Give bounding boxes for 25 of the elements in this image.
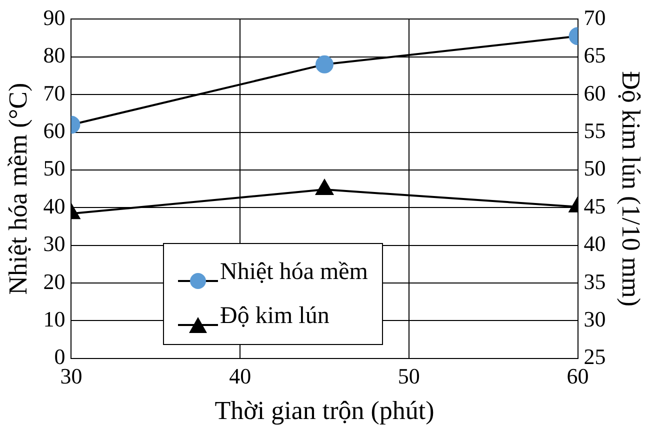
y-tick-label: 80 xyxy=(43,42,66,68)
x-tick-label: 50 xyxy=(398,363,420,388)
y-tick-label: 90 xyxy=(43,4,66,30)
x-axis-title: Thời gian trộn (phút) xyxy=(214,396,434,426)
y2-tick-label: 30 xyxy=(584,306,606,332)
y-axis-title: Nhiệt hóa mềm (°C) xyxy=(3,82,32,295)
y2-tick-label: 65 xyxy=(584,42,606,68)
y-tick-label: 30 xyxy=(43,231,66,256)
y2-tick-label: 60 xyxy=(584,80,606,106)
legend-label: Nhiệt hóa mềm xyxy=(220,258,368,287)
y2-tick-label: 70 xyxy=(584,4,606,30)
legend-label: Độ kim lún xyxy=(220,302,330,331)
y2-tick-label: 55 xyxy=(584,118,606,144)
y-tick-label: 10 xyxy=(43,306,66,332)
y2-tick-label: 35 xyxy=(584,268,606,294)
y-tick-label: 50 xyxy=(43,156,66,181)
y-tick-label: 40 xyxy=(43,193,66,218)
y2-tick-label: 45 xyxy=(584,193,606,218)
y-tick-label: 20 xyxy=(43,268,66,294)
y-tick-label: 70 xyxy=(43,80,66,106)
y-tick-label: 60 xyxy=(43,118,66,144)
y2-tick-label: 50 xyxy=(584,156,606,181)
y2-tick-label: 40 xyxy=(584,231,606,256)
x-tick-label: 40 xyxy=(229,363,252,388)
y2-axis-title: Độ kim lún (1/10 mm) xyxy=(616,71,646,307)
